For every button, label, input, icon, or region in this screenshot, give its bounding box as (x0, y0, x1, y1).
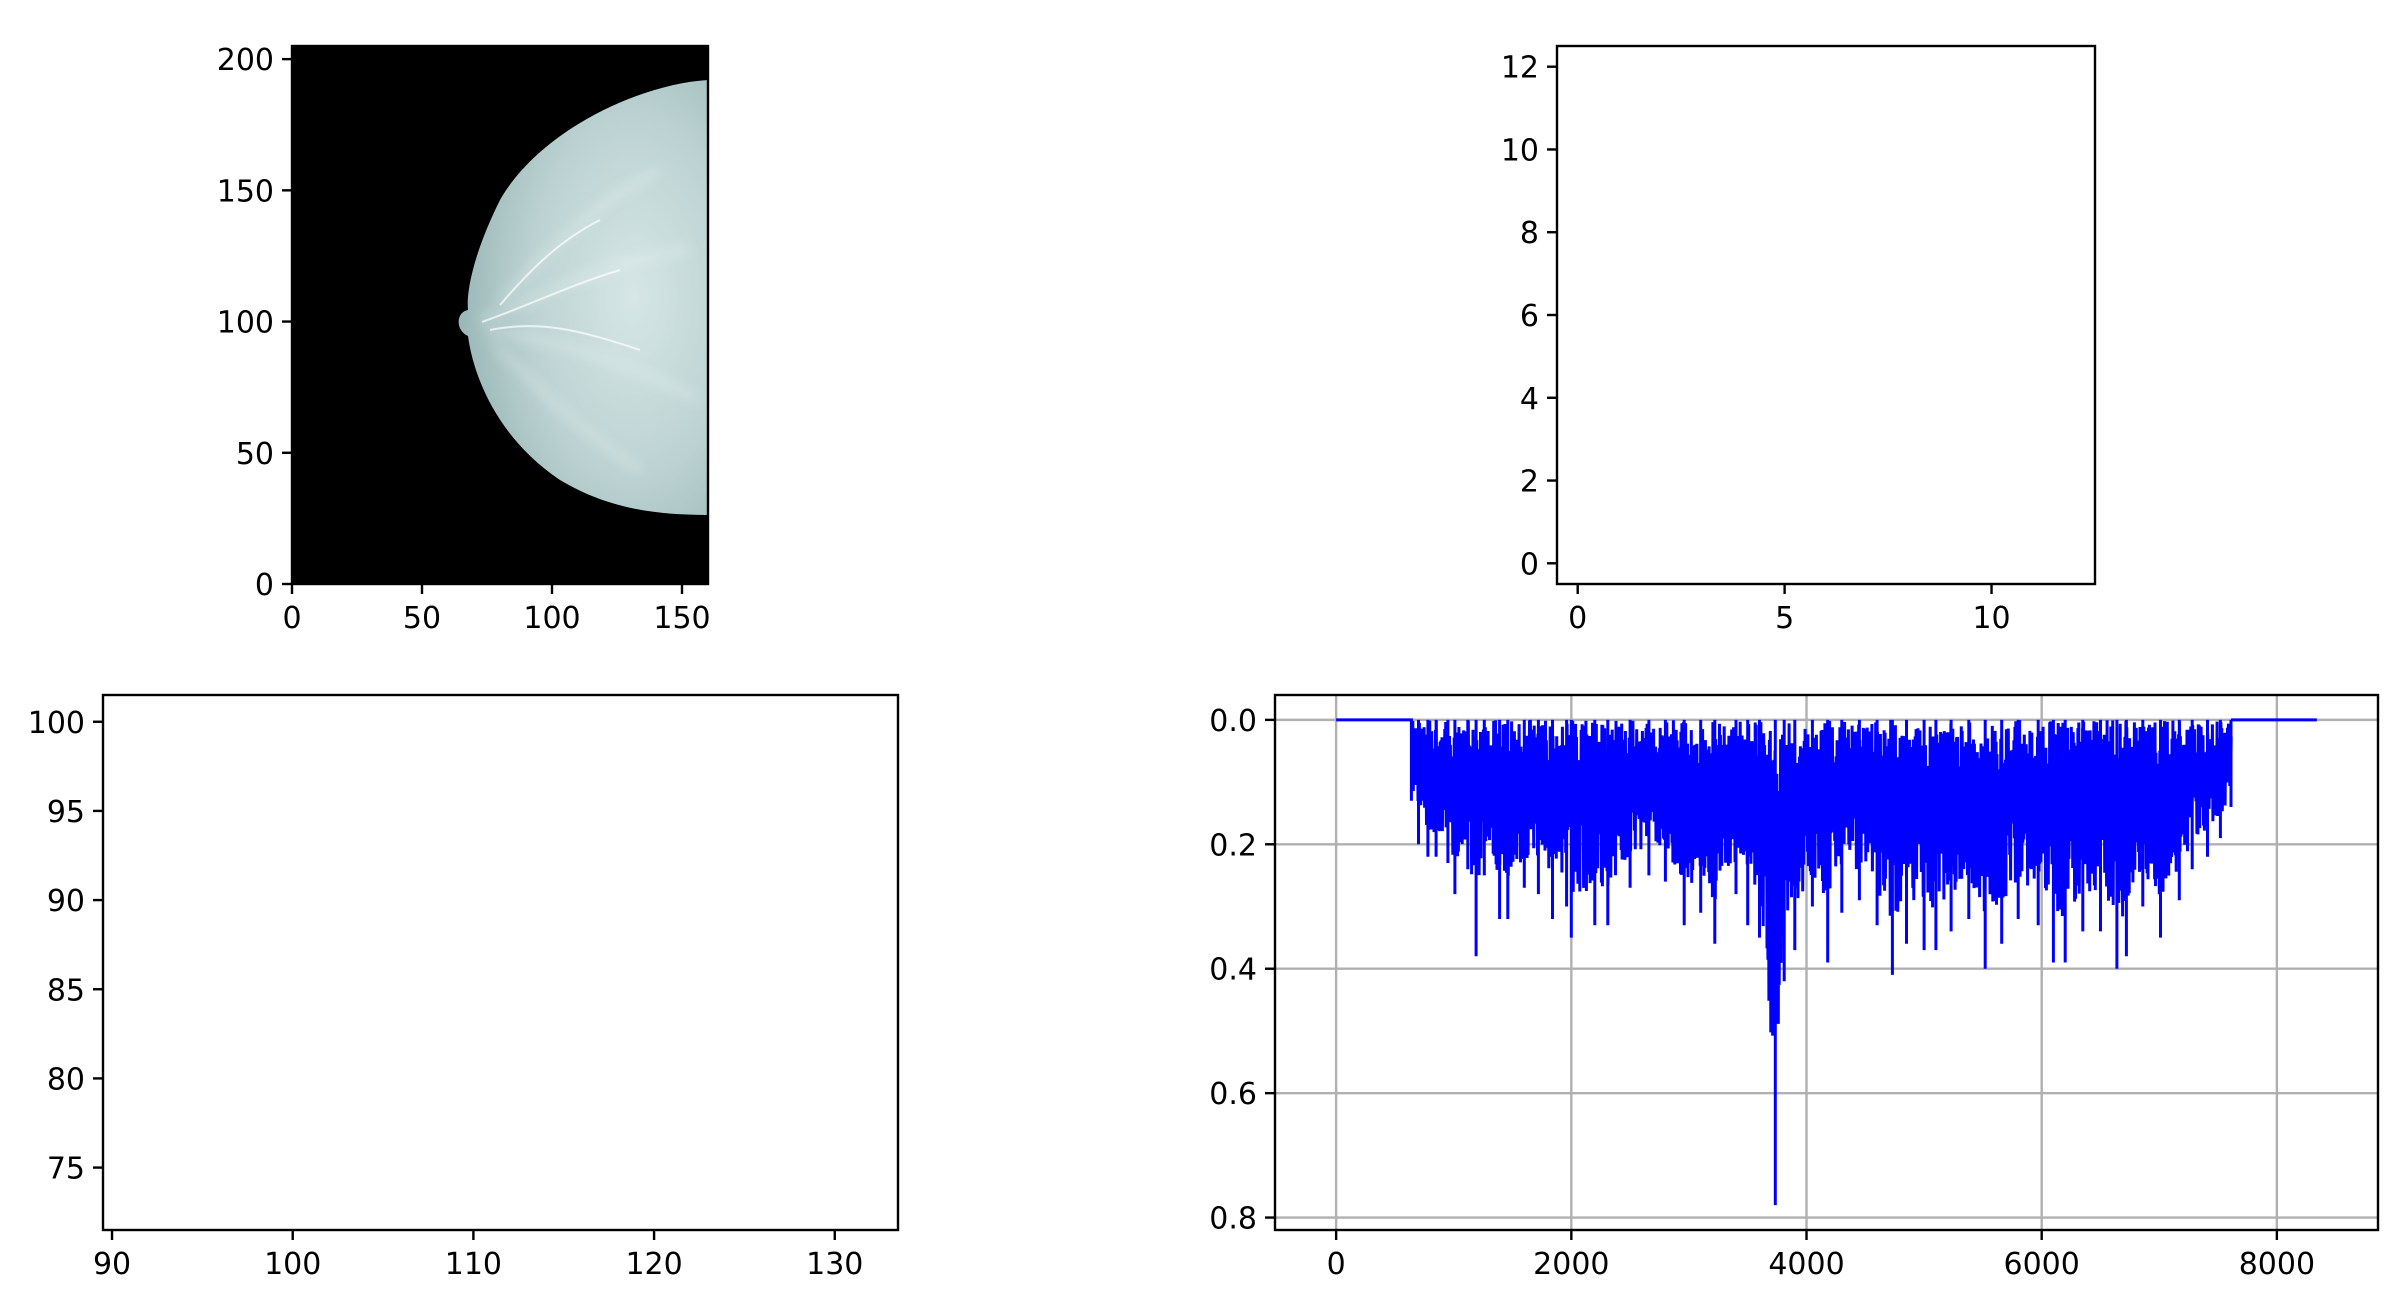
zoom-ticks: 90 100 110 120 130 75 80 85 90 95 100 (28, 706, 864, 1282)
mammogram-image (292, 46, 708, 584)
y-tick-label: 80 (47, 1062, 85, 1097)
x-tick-label: 100 (264, 1247, 321, 1282)
x-tick-label: 6000 (2004, 1247, 2080, 1282)
zoom-panel: 90 100 110 120 130 75 80 85 90 95 100 (28, 693, 900, 1282)
x-tick-label: 0 (1327, 1247, 1346, 1282)
patch-axes-frame (1555, 44, 2097, 586)
x-tick-label: 150 (653, 601, 710, 636)
y-tick-label: 8 (1520, 216, 1539, 251)
line-ticks: 0 2000 4000 6000 8000 0.0 0.2 0.4 0.6 0.8 (1209, 704, 2315, 1282)
x-tick-label: 5 (1775, 601, 1794, 636)
y-tick-label: 4 (1520, 382, 1539, 417)
y-tick-label: 90 (47, 884, 85, 919)
x-tick-label: 120 (625, 1247, 682, 1282)
x-tick-label: 50 (403, 601, 441, 636)
y-tick-label: 6 (1520, 299, 1539, 334)
y-tick-label: 85 (47, 973, 85, 1008)
y-tick-label: 100 (28, 706, 85, 741)
y-tick-label: 0.8 (1209, 1202, 1257, 1237)
patch-ticks: 0 5 10 0 2 4 6 8 10 12 (1501, 51, 2011, 636)
y-tick-label: 150 (217, 174, 274, 209)
x-tick-label: 100 (523, 601, 580, 636)
x-tick-label: 8000 (2239, 1247, 2315, 1282)
y-tick-label: 0.6 (1209, 1077, 1257, 1112)
x-tick-label: 110 (445, 1247, 502, 1282)
y-tick-label: 0.0 (1209, 704, 1257, 739)
y-tick-label: 75 (47, 1152, 85, 1187)
line-series (1336, 718, 2317, 1206)
x-tick-label: 4000 (1768, 1247, 1844, 1282)
mammogram-panel: 0 50 100 150 0 50 100 150 200 (217, 43, 711, 636)
mammogram-ticks: 0 50 100 150 0 50 100 150 200 (217, 43, 711, 636)
x-tick-label: 10 (1972, 601, 2010, 636)
x-tick-label: 0 (282, 601, 301, 636)
y-tick-label: 10 (1501, 133, 1539, 168)
y-tick-label: 200 (217, 43, 274, 78)
patch-panel: 0 5 10 0 2 4 6 8 10 12 (1501, 44, 2097, 636)
line-axes-frame (1273, 693, 2380, 1232)
x-tick-label: 0 (1568, 601, 1587, 636)
y-tick-label: 95 (47, 795, 85, 830)
line-panel: 0 2000 4000 6000 8000 0.0 0.2 0.4 0.6 0.8 (1209, 693, 2380, 1282)
x-tick-label: 90 (93, 1247, 131, 1282)
mammogram-axes-frame (290, 44, 710, 586)
y-tick-label: 0.4 (1209, 953, 1257, 988)
y-tick-label: 100 (217, 306, 274, 341)
y-tick-label: 12 (1501, 51, 1539, 86)
x-tick-label: 130 (806, 1247, 863, 1282)
y-tick-label: 50 (236, 437, 274, 472)
y-tick-label: 0 (1520, 547, 1539, 582)
y-tick-label: 0.2 (1209, 828, 1257, 863)
x-tick-label: 2000 (1533, 1247, 1609, 1282)
y-tick-label: 2 (1520, 465, 1539, 500)
zoom-axes-frame (101, 693, 900, 1232)
y-tick-label: 0 (255, 568, 274, 603)
